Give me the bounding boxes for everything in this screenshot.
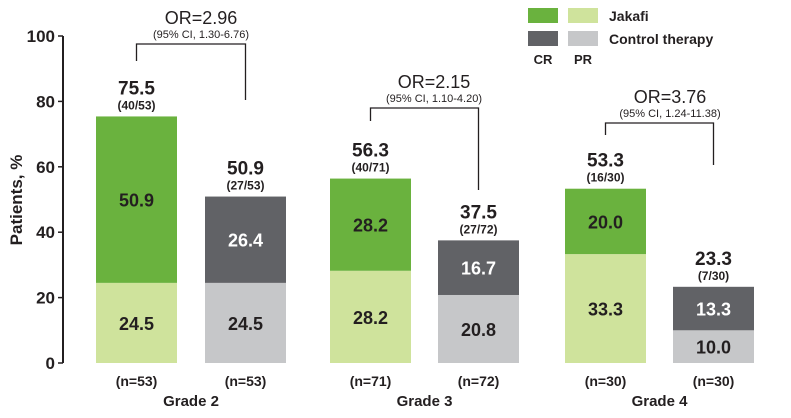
- bar-control-cr: [438, 240, 519, 295]
- legend-swatch-control-pr: [568, 31, 598, 46]
- bar-jakafi-cr: [565, 188, 646, 255]
- bar-jakafi-cr: [96, 116, 177, 283]
- n-label: (n=30): [585, 373, 627, 389]
- legend-label: Jakafi: [609, 8, 649, 24]
- ci-label: (95% CI, 1.10-4.20): [386, 93, 482, 105]
- ci-label: (95% CI, 1.24-11.38): [619, 108, 720, 120]
- odds-ratio-bracket: [369, 107, 480, 190]
- n-label: (n=71): [350, 373, 392, 389]
- bar-jakafi-cr: [330, 178, 411, 271]
- total-label: 53.3: [587, 151, 624, 172]
- bar-jakafi-pr: [565, 254, 646, 363]
- bar-control-cr: [205, 196, 286, 283]
- group-label: Grade 3: [397, 393, 453, 410]
- total-label: 75.5: [118, 78, 155, 99]
- odds-ratio-label: OR=2.15: [398, 72, 471, 92]
- y-tick-label: 0: [46, 354, 55, 373]
- bar-jakafi-pr: [330, 270, 411, 363]
- group-label: Grade 4: [632, 393, 689, 410]
- fraction-label: (40/53): [117, 98, 155, 112]
- n-label: (n=53): [225, 373, 267, 389]
- n-label: (n=72): [458, 373, 500, 389]
- y-tick-label: 20: [36, 289, 55, 308]
- total-label: 23.3: [695, 249, 732, 270]
- fraction-label: (27/72): [459, 222, 497, 236]
- y-tick-label: 60: [36, 158, 55, 177]
- pr-value-label: 24.5: [119, 314, 154, 334]
- odds-ratio-bracket: [135, 43, 247, 100]
- odds-ratio-bracket: [604, 122, 715, 165]
- legend-swatch-jakafi-pr: [568, 8, 598, 23]
- fraction-label: (16/30): [586, 171, 624, 185]
- legend-column-label: PR: [574, 52, 593, 67]
- cr-value-label: 13.3: [696, 300, 731, 320]
- y-tick-label: 80: [36, 92, 55, 111]
- n-label: (n=30): [693, 373, 735, 389]
- legend-label: Control therapy: [609, 31, 713, 47]
- legend-swatch-control-cr: [528, 31, 558, 46]
- total-label: 56.3: [352, 141, 389, 162]
- cr-value-label: 28.2: [353, 216, 388, 236]
- cr-value-label: 20.0: [588, 212, 623, 232]
- legend-swatch-jakafi-cr: [528, 8, 558, 23]
- total-label: 37.5: [460, 202, 497, 223]
- pr-value-label: 28.2: [353, 308, 388, 328]
- ci-label: (95% CI, 1.30-6.76): [153, 29, 249, 41]
- bar-control-pr: [205, 282, 286, 363]
- bar-jakafi-pr: [96, 282, 177, 363]
- odds-ratio-label: OR=2.96: [165, 8, 238, 28]
- cr-value-label: 26.4: [228, 231, 263, 251]
- bar-control-cr: [673, 286, 754, 331]
- y-tick-label: 40: [36, 223, 55, 242]
- legend-column-label: CR: [534, 52, 553, 67]
- y-tick-label: 100: [27, 27, 55, 46]
- pr-value-label: 10.0: [696, 338, 731, 358]
- cr-value-label: 50.9: [119, 191, 154, 211]
- pr-value-label: 20.8: [461, 320, 496, 340]
- bar-control-pr: [673, 330, 754, 363]
- bar-control-pr: [438, 294, 519, 363]
- odds-ratio-label: OR=3.76: [634, 87, 707, 107]
- pr-value-label: 33.3: [588, 300, 623, 320]
- n-label: (n=53): [116, 373, 158, 389]
- total-label: 50.9: [227, 159, 264, 180]
- group-label: Grade 2: [163, 393, 219, 410]
- fraction-label: (27/53): [226, 179, 264, 193]
- pr-value-label: 24.5: [228, 314, 263, 334]
- y-axis-label: Patients, %: [7, 155, 26, 246]
- cr-value-label: 16.7: [461, 259, 496, 279]
- fraction-label: (7/30): [698, 269, 729, 283]
- fraction-label: (40/71): [351, 161, 389, 175]
